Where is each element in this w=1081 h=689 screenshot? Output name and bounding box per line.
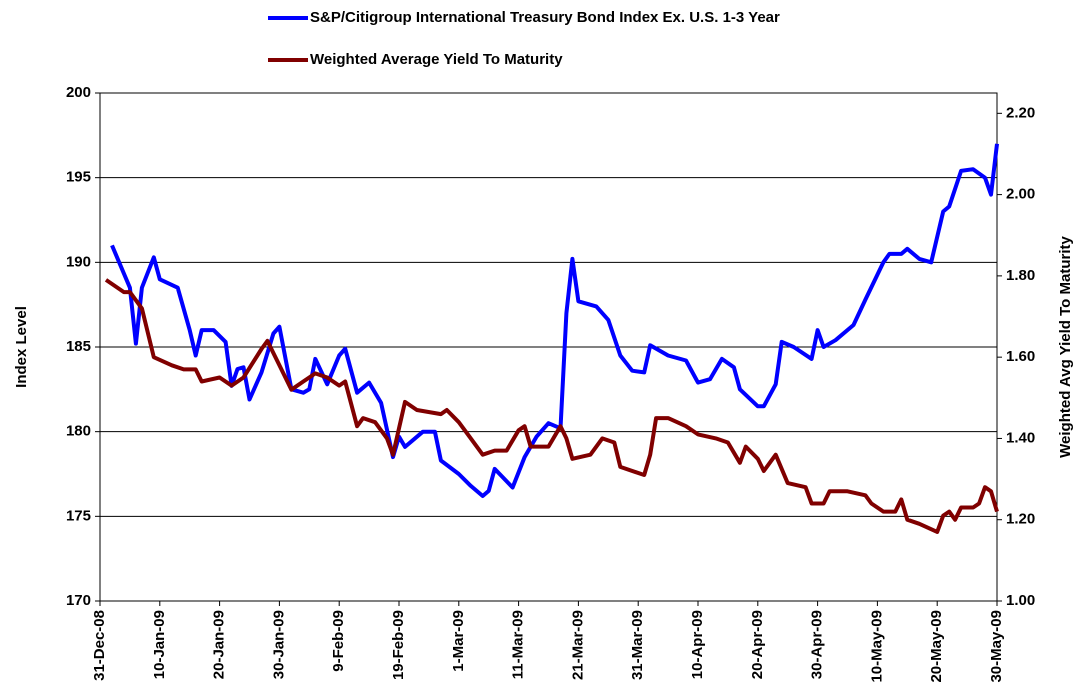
y-tick-label: 200 [66,84,91,101]
x-tick-label: 20-Jan-09 [211,610,228,679]
y-tick-label: 190 [66,253,91,270]
y-tick-label: 195 [66,169,91,186]
y2-tick-label: 1.80 [1006,267,1035,284]
line-series [110,143,999,498]
x-tick-label: 11-Mar-09 [510,610,527,679]
x-tick-label: 9-Feb-09 [330,610,347,672]
y-axis-label: Index Level [13,306,30,388]
y2-tick-label: 1.00 [1006,592,1035,609]
y2-tick-label: 2.00 [1006,186,1035,203]
x-tick-label: 30-May-09 [988,610,1005,683]
y2-tick-label: 1.60 [1006,348,1035,365]
x-tick-label: 30-Jan-09 [270,610,287,679]
y2-axis-label: Weighted Avg Yield To Maturity [1057,236,1074,458]
y2-tick-label: 2.20 [1006,104,1035,121]
legend-label: S&P/Citigroup International Treasury Bon… [310,9,780,26]
x-tick-label: 10-Apr-09 [689,610,706,679]
x-tick-label: 30-Apr-09 [809,610,826,679]
x-tick-label: 1-Mar-09 [450,610,467,672]
line-series [104,278,999,534]
y-tick-label: 170 [66,592,91,609]
x-tick-label: 20-May-09 [928,610,945,683]
y2-tick-label: 1.40 [1006,429,1035,446]
x-tick-label: 31-Dec-08 [91,610,108,681]
y-tick-label: 180 [66,423,91,440]
x-tick-label: 20-Apr-09 [749,610,766,679]
y2-tick-label: 1.20 [1006,511,1035,528]
x-tick-label: 19-Feb-09 [390,610,407,680]
x-tick-label: 31-Mar-09 [629,610,646,680]
x-tick-label: 21-Mar-09 [569,610,586,680]
x-tick-label: 10-Jan-09 [151,610,168,679]
y-tick-label: 175 [66,507,91,524]
x-tick-label: 10-May-09 [868,610,885,683]
y-tick-label: 185 [66,338,91,355]
legend-label: Weighted Average Yield To Maturity [310,51,563,68]
